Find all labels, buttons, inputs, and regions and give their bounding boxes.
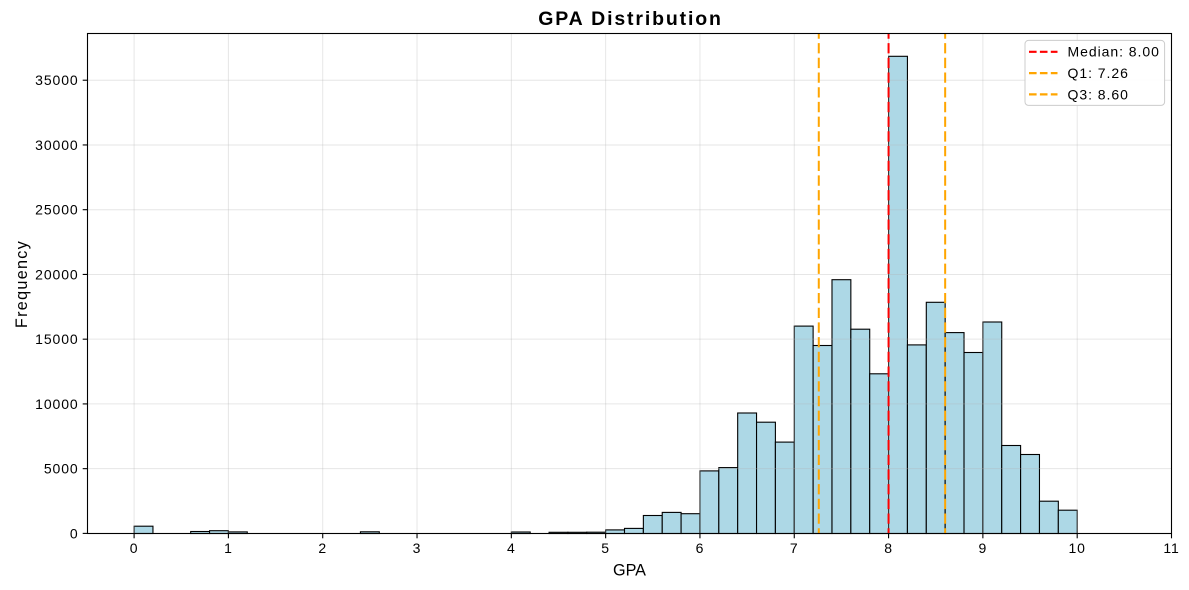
svg-text:GPA Distribution: GPA Distribution bbox=[538, 8, 723, 30]
svg-text:8: 8 bbox=[884, 540, 893, 556]
svg-text:9: 9 bbox=[979, 540, 988, 556]
svg-text:15000: 15000 bbox=[35, 331, 78, 347]
svg-text:Frequency: Frequency bbox=[13, 240, 31, 328]
svg-text:0: 0 bbox=[130, 540, 139, 556]
svg-text:20000: 20000 bbox=[35, 266, 78, 282]
svg-text:10: 10 bbox=[1069, 540, 1086, 556]
svg-text:35000: 35000 bbox=[35, 72, 78, 88]
svg-text:GPA: GPA bbox=[613, 562, 646, 580]
svg-text:30000: 30000 bbox=[35, 137, 78, 153]
svg-text:3: 3 bbox=[413, 540, 422, 556]
svg-text:2: 2 bbox=[318, 540, 327, 556]
svg-text:Q3: 8.60: Q3: 8.60 bbox=[1068, 86, 1129, 102]
svg-text:Median: 8.00: Median: 8.00 bbox=[1068, 44, 1160, 60]
svg-text:1: 1 bbox=[224, 540, 233, 556]
svg-text:0: 0 bbox=[70, 525, 79, 541]
svg-text:Q1: 7.26: Q1: 7.26 bbox=[1068, 65, 1129, 81]
svg-text:7: 7 bbox=[790, 540, 799, 556]
svg-text:5: 5 bbox=[601, 540, 610, 556]
svg-text:4: 4 bbox=[507, 540, 516, 556]
svg-text:10000: 10000 bbox=[35, 396, 78, 412]
svg-text:11: 11 bbox=[1163, 540, 1179, 556]
svg-text:5000: 5000 bbox=[44, 461, 79, 477]
svg-text:6: 6 bbox=[696, 540, 705, 556]
svg-text:25000: 25000 bbox=[35, 202, 78, 218]
